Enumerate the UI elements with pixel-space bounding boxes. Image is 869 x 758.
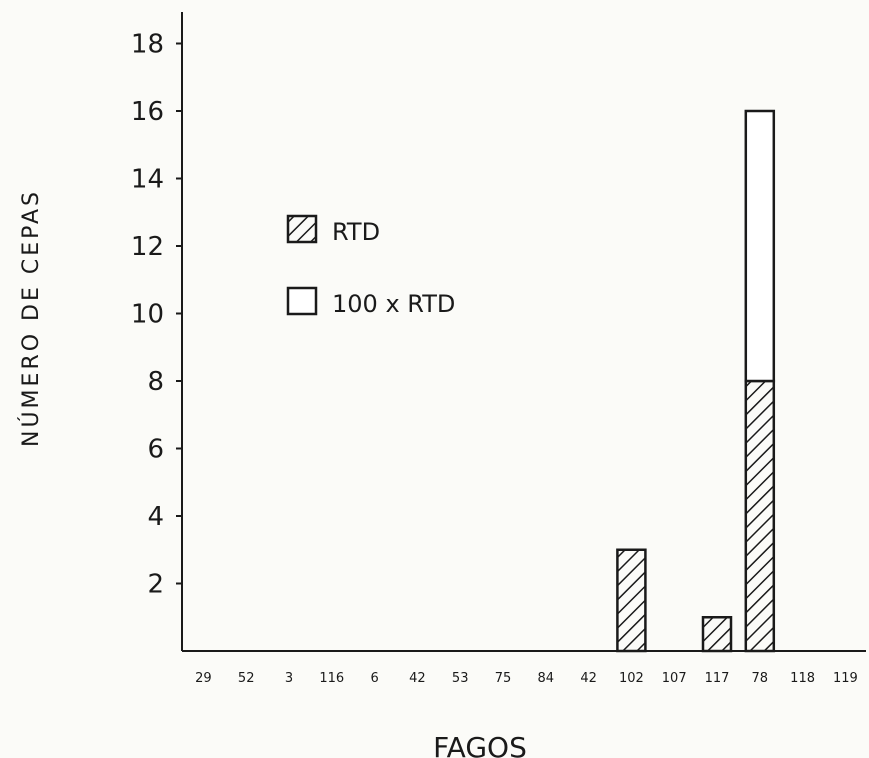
x-tick-label: 6 <box>370 671 378 686</box>
x-axis-title: FAGOS <box>433 731 527 758</box>
x-tick-label: 84 <box>538 671 555 686</box>
x-tick-label: 3 <box>285 671 293 686</box>
y-tick-label: 2 <box>147 570 164 600</box>
legend-swatch-100x-rtd <box>286 286 318 316</box>
y-tick-label: 16 <box>131 97 164 127</box>
x-tick-label: 116 <box>319 671 344 686</box>
x-tick-label: 42 <box>580 671 597 686</box>
x-tick-label: 117 <box>705 671 730 686</box>
y-tick-label: 8 <box>147 367 164 397</box>
y-axis-title: NÚMERO DE CEPAS <box>18 189 44 447</box>
bars <box>616 109 776 653</box>
x-tick-label: 53 <box>452 671 469 686</box>
x-tick-label: 102 <box>619 671 644 686</box>
bar-100x-rtd-78 <box>744 109 776 383</box>
legend-label-100x-rtd: 100 x RTD <box>332 290 455 318</box>
x-tick-label: 29 <box>195 671 212 686</box>
y-tick-label: 14 <box>131 165 164 195</box>
x-tick-label: 118 <box>790 671 815 686</box>
bar-rtd-102 <box>616 548 647 653</box>
y-tick-label: 12 <box>131 232 164 262</box>
y-tick-label: 4 <box>147 502 164 532</box>
legend: RTD 100 x RTD <box>286 214 455 318</box>
x-ticks: 29 52 3 116 6 42 53 75 84 42 102 107 117 78 118 119 <box>195 671 858 686</box>
x-tick-label: 75 <box>495 671 512 686</box>
y-ticks: 2 4 6 8 10 12 14 16 18 <box>131 30 182 600</box>
bar-rtd-117 <box>701 616 733 653</box>
legend-swatch-rtd <box>286 214 318 244</box>
y-tick-label: 18 <box>131 30 164 60</box>
x-tick-label: 119 <box>833 671 858 686</box>
bar-rtd-78 <box>744 379 776 653</box>
x-tick-label: 52 <box>238 671 255 686</box>
x-tick-label: 78 <box>752 671 769 686</box>
y-tick-label: 10 <box>131 300 164 330</box>
legend-label-rtd: RTD <box>332 218 380 246</box>
y-tick-label: 6 <box>147 435 164 465</box>
x-tick-label: 42 <box>409 671 426 686</box>
x-tick-label: 107 <box>662 671 687 686</box>
